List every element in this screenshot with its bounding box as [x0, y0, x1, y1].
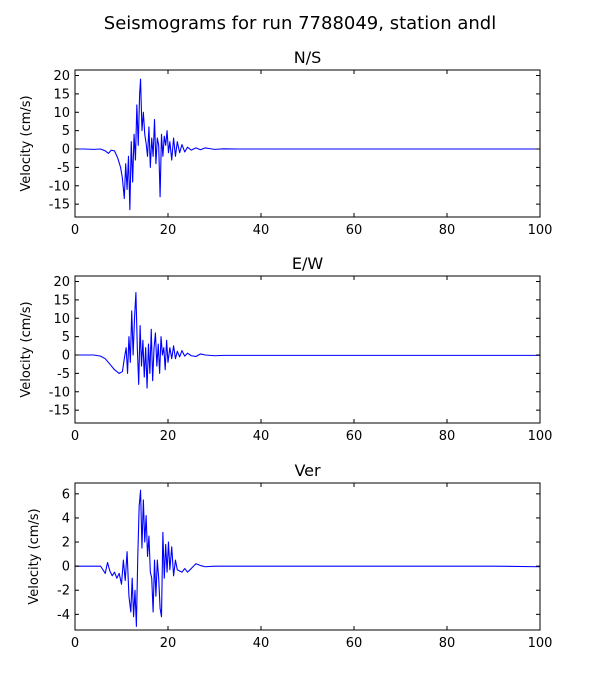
y-axis-label-ver: Velocity (cm/s)	[27, 508, 42, 604]
y-tick-label-ns: 15	[53, 87, 70, 102]
x-tick-label-ver: 0	[71, 636, 79, 651]
y-tick-label-ns: 20	[53, 69, 70, 84]
subplot-ew: E/W 0 20 40 60 80 100 -15 -10 -5 0 5 10 15 20 Velocity …	[19, 254, 552, 444]
x-tick-label-ns: 100	[528, 223, 553, 238]
subplot-title-ver: Ver	[294, 461, 321, 480]
x-tick-label-ew: 60	[346, 429, 363, 444]
axes-frame-ns	[74, 69, 541, 218]
y-tick-label-ns: 10	[53, 106, 70, 121]
x-tick-label-ns: 60	[346, 223, 363, 238]
x-tick-label-ns: 20	[160, 223, 177, 238]
x-tick-label-ver: 20	[160, 636, 177, 651]
x-tick-label-ew: 0	[71, 429, 79, 444]
y-tick-label-ns: 0	[62, 143, 70, 158]
subplots: N/S0 20 40 60 80 100-15-10-505101520Velocity …	[19, 48, 552, 651]
y-tick-label-ver: 4	[62, 511, 70, 526]
subplot-title-ns: N/S	[294, 48, 322, 67]
y-axis-label-ew: Velocity (cm/s)	[19, 301, 34, 397]
x-tick-label-ns: 40	[253, 223, 270, 238]
x-tick-label-ns: 0	[71, 223, 79, 238]
x-tick-label-ver: 80	[439, 636, 456, 651]
y-tick-label-ver: 6	[62, 487, 70, 502]
y-tick-label-ew: 5	[62, 330, 70, 345]
y-tick-label-ew: 20	[53, 275, 70, 290]
y-tick-label-ew: 0	[62, 349, 70, 364]
y-tick-label-ver: 2	[62, 536, 70, 551]
y-tick-label-ns: -5	[57, 161, 70, 176]
y-tick-label-ns: -10	[49, 179, 70, 194]
y-axis-label-ns: Velocity (cm/s)	[19, 95, 34, 191]
y-tick-label-ew: -5	[57, 367, 70, 382]
series-line-ns	[75, 78, 540, 211]
y-tick-label-ver: 0	[62, 560, 70, 575]
y-tick-label-ew: -15	[49, 404, 70, 419]
x-tick-label-ew: 80	[439, 429, 456, 444]
y-tick-label-ver: -4	[57, 608, 70, 623]
x-tick-label-ew: 20	[160, 429, 177, 444]
y-tick-label-ew: 15	[53, 293, 70, 308]
y-tick-label-ns: -15	[49, 198, 70, 213]
x-tick-label-ew: 40	[253, 429, 270, 444]
y-tick-label-ns: 5	[62, 124, 70, 139]
x-tick-label-ew: 100	[528, 429, 553, 444]
x-tick-label-ver: 40	[253, 636, 270, 651]
figure-title: Seismograms for run 7788049, station and…	[104, 13, 496, 34]
x-tick-label-ns: 80	[439, 223, 456, 238]
subplot-ns: N/S 0 20 40 60 80 100 -15 -10 -5 0 5 10 15 20 Velocity …	[19, 48, 552, 238]
series-line-ver	[75, 489, 540, 627]
subplot-title-ew: E/W	[292, 254, 324, 273]
y-tick-label-ew: 10	[53, 312, 70, 327]
x-tick-label-ver: 60	[346, 636, 363, 651]
axes-frame-ver	[74, 482, 541, 631]
y-tick-label-ver: -2	[57, 584, 70, 599]
x-tick-label-ver: 100	[528, 636, 553, 651]
subplot-ver: Ver 0 20 40 60 80 100 -4 -2 0 2 4 6 Velocity (cm/s)	[27, 461, 552, 651]
series-line-ew	[75, 291, 540, 389]
axes-frame-ew	[74, 275, 541, 424]
y-tick-label-ew: -10	[49, 385, 70, 400]
